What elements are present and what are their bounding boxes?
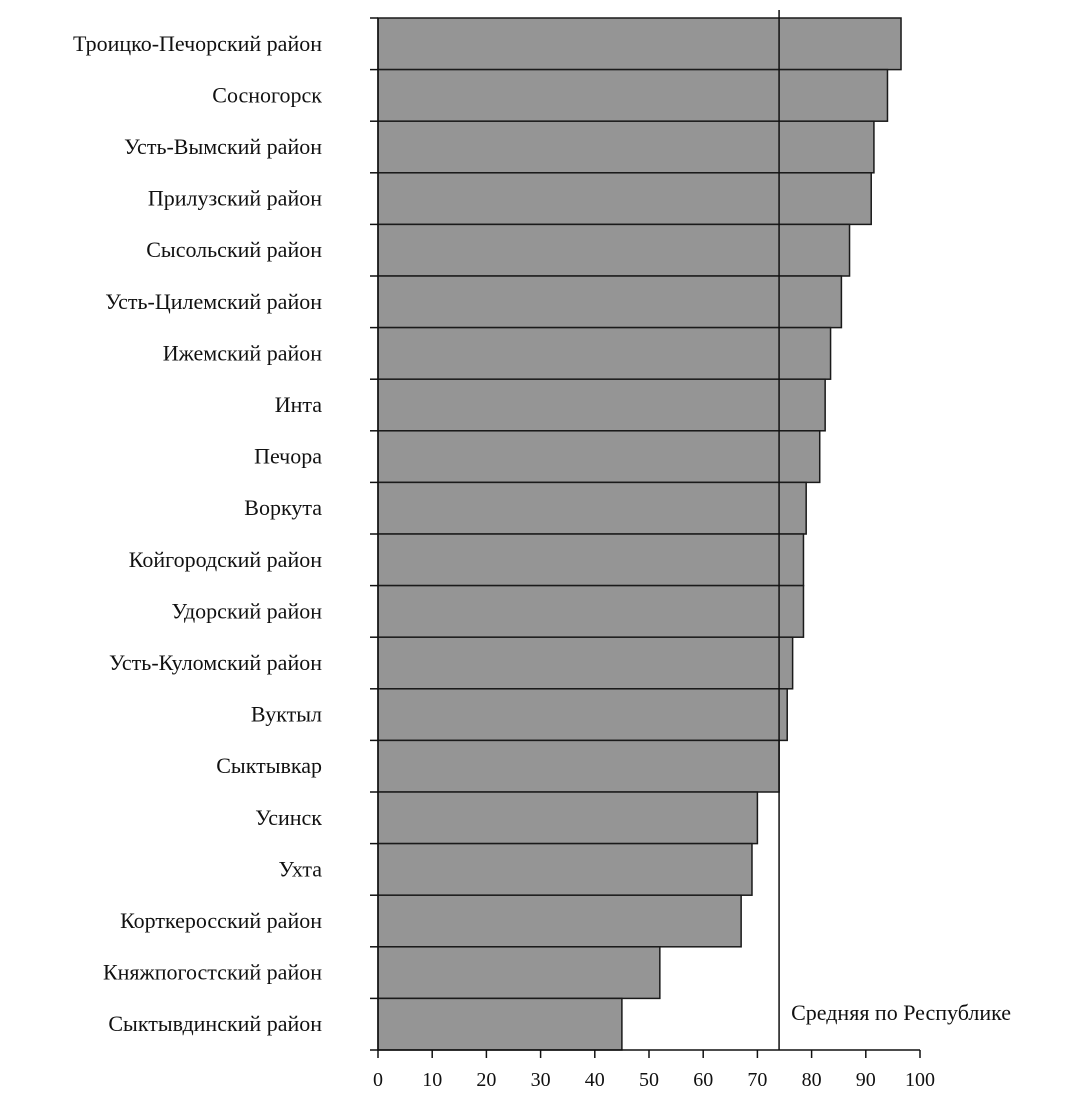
bar-2: [377, 68, 889, 122]
category-label-4: Прилузский район: [148, 186, 322, 211]
bars-layer: [377, 17, 902, 1051]
category-label-7: Ижемский район: [163, 340, 323, 365]
bar-16: [377, 791, 759, 845]
category-label-14: Вуктыл: [251, 702, 322, 727]
category-label-20: Сыктывдинский район: [108, 1011, 322, 1036]
category-label-18: Корткеросский район: [120, 908, 322, 933]
category-label-1: Троицко-Печорский район: [73, 31, 322, 56]
bar-18: [377, 894, 742, 948]
x-tick-label-10: 10: [422, 1069, 442, 1091]
x-tick-label-40: 40: [585, 1069, 605, 1091]
bar-12: [377, 584, 805, 638]
x-tick-label-30: 30: [531, 1069, 551, 1091]
x-tick-label-100: 100: [905, 1069, 935, 1091]
category-label-8: Инта: [275, 392, 323, 417]
reference-line-layer: Средняя по Республике: [778, 10, 1011, 1050]
bar-8: [377, 378, 826, 432]
category-label-6: Усть-Цилемский район: [105, 289, 322, 314]
x-tick-label-90: 90: [856, 1069, 876, 1091]
bar-20: [377, 997, 623, 1051]
category-labels: Троицко-Печорский район Сосногорск Усть-Вы…: [73, 31, 322, 1036]
x-tick-label-60: 60: [693, 1069, 713, 1091]
bar-1: [377, 17, 902, 71]
category-label-3: Усть-Вымский район: [124, 134, 322, 159]
x-tick-labels: 0 10 20 30 40 50 60 70 80 90 100: [373, 1069, 935, 1091]
category-label-5: Сысольский район: [146, 237, 322, 262]
bar-3: [377, 120, 875, 174]
bar-15: [377, 739, 780, 793]
bar-10: [377, 481, 807, 535]
category-label-13: Усть-Куломский район: [109, 650, 322, 675]
category-label-10: Воркута: [244, 495, 322, 520]
bar-11: [377, 533, 805, 587]
bar-14: [377, 688, 788, 742]
x-tick-label-0: 0: [373, 1069, 383, 1091]
category-label-19: Княжпогостский район: [103, 960, 322, 985]
category-label-11: Койгородский район: [129, 547, 322, 572]
x-tick-label-20: 20: [476, 1069, 496, 1091]
x-tick-label-50: 50: [639, 1069, 659, 1091]
category-label-16: Усинск: [255, 805, 322, 830]
bar-19: [377, 946, 661, 1000]
bar-9: [377, 430, 821, 484]
x-tick-label-70: 70: [747, 1069, 767, 1091]
bar-13: [377, 636, 794, 690]
category-label-2: Сосногорск: [212, 82, 322, 107]
category-label-12: Удорский район: [172, 598, 323, 623]
x-tick-label-80: 80: [802, 1069, 822, 1091]
bar-17: [377, 842, 753, 896]
bar-4: [377, 172, 872, 226]
category-label-17: Ухта: [279, 856, 323, 881]
bar-5: [377, 223, 851, 277]
bar-6: [377, 275, 843, 329]
category-label-15: Сыктывкар: [216, 753, 322, 778]
bar-7: [377, 326, 832, 380]
average-reference-label: Средняя по Республике: [791, 1000, 1011, 1025]
axes-layer: [370, 17, 921, 1058]
category-label-9: Печора: [254, 444, 322, 469]
